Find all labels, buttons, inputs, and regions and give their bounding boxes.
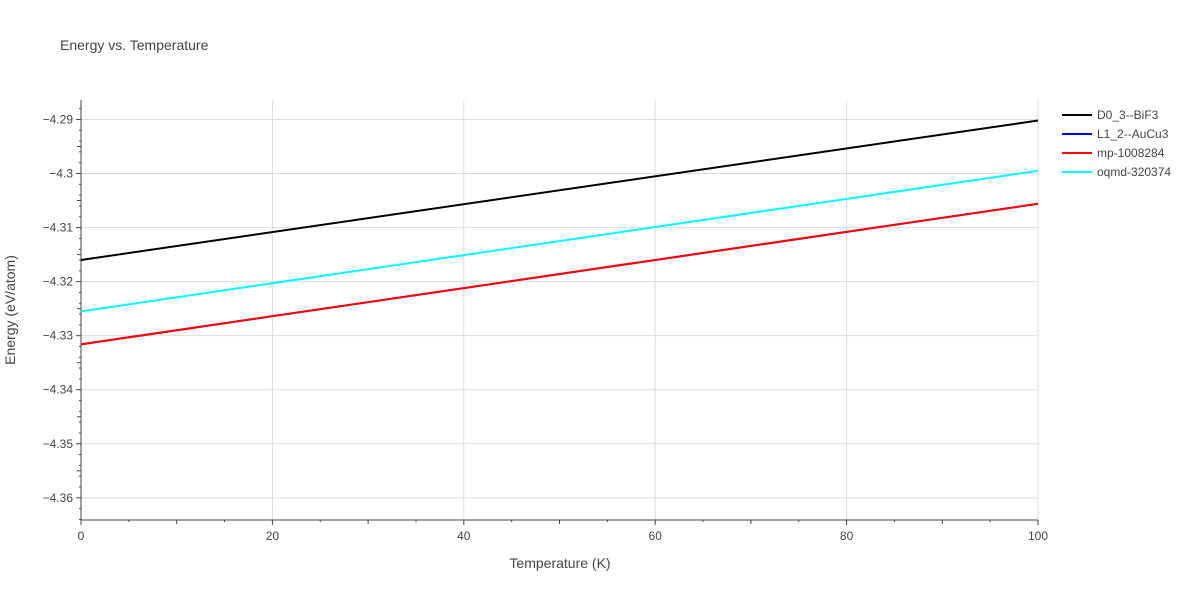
series-line (80, 202, 1039, 346)
series-line (80, 169, 1039, 313)
x-tick-label: 60 (649, 529, 663, 543)
series-line (80, 119, 1039, 261)
legend-item[interactable]: D0_3--BiF3 (1062, 108, 1159, 122)
y-tick-label: −4.34 (43, 383, 74, 397)
grid-lines (81, 100, 1039, 520)
y-tick-label: −4.35 (43, 437, 74, 451)
x-tick-label: 40 (457, 529, 471, 543)
legend-label: mp-1008284 (1097, 146, 1165, 160)
series-lines (80, 119, 1039, 346)
x-tick-label: 100 (1028, 529, 1048, 543)
x-axis-title: Temperature (K) (509, 555, 610, 571)
y-tick-label: −4.31 (43, 221, 74, 235)
y-tick-label: −4.3 (49, 167, 73, 181)
legend-label: D0_3--BiF3 (1097, 108, 1159, 122)
legend-label: oqmd-320374 (1097, 165, 1171, 179)
axes: 0 20 40 60 80 100 −4.29 −4.3 −4.31 −4.32 −4.33 −4.3… (43, 100, 1048, 543)
y-tick-label: −4.36 (43, 491, 74, 505)
legend-item[interactable]: oqmd-320374 (1062, 165, 1171, 179)
y-tick-label: −4.32 (43, 275, 74, 289)
chart-title: Energy vs. Temperature (60, 37, 209, 53)
legend[interactable]: D0_3--BiF3 L1_2--AuCu3 mp-1008284 oqmd-3203… (1062, 108, 1171, 179)
x-tick-label: 80 (840, 529, 854, 543)
legend-label: L1_2--AuCu3 (1097, 127, 1169, 141)
x-tick-label: 20 (266, 529, 280, 543)
y-axis-title: Energy (eV/atom) (2, 255, 18, 365)
y-tick-label: −4.33 (43, 329, 74, 343)
y-tick-label: −4.29 (43, 112, 74, 126)
legend-item[interactable]: mp-1008284 (1062, 146, 1165, 160)
x-tick-label: 0 (78, 529, 85, 543)
legend-item[interactable]: L1_2--AuCu3 (1062, 127, 1169, 141)
